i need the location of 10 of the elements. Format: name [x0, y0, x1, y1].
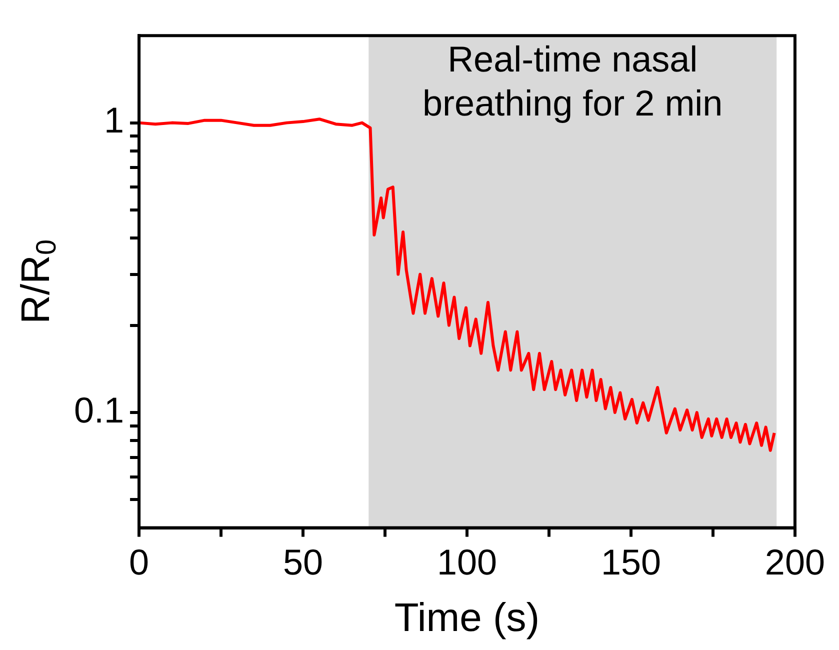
x-axis-title: Time (s) — [394, 596, 540, 640]
x-tick-label: 0 — [129, 541, 150, 582]
x-tick-label: 100 — [436, 541, 498, 582]
y-tick-label: 1 — [104, 100, 124, 141]
x-tick-label: 200 — [764, 541, 826, 582]
y-tick-label: 0.1 — [74, 389, 124, 430]
x-tick-label: 50 — [283, 541, 324, 582]
x-tick-label: 150 — [600, 541, 662, 582]
y-axis-title: R/R0 — [14, 239, 62, 324]
band-label: Real-time nasal breathing for 2 min — [422, 38, 723, 124]
